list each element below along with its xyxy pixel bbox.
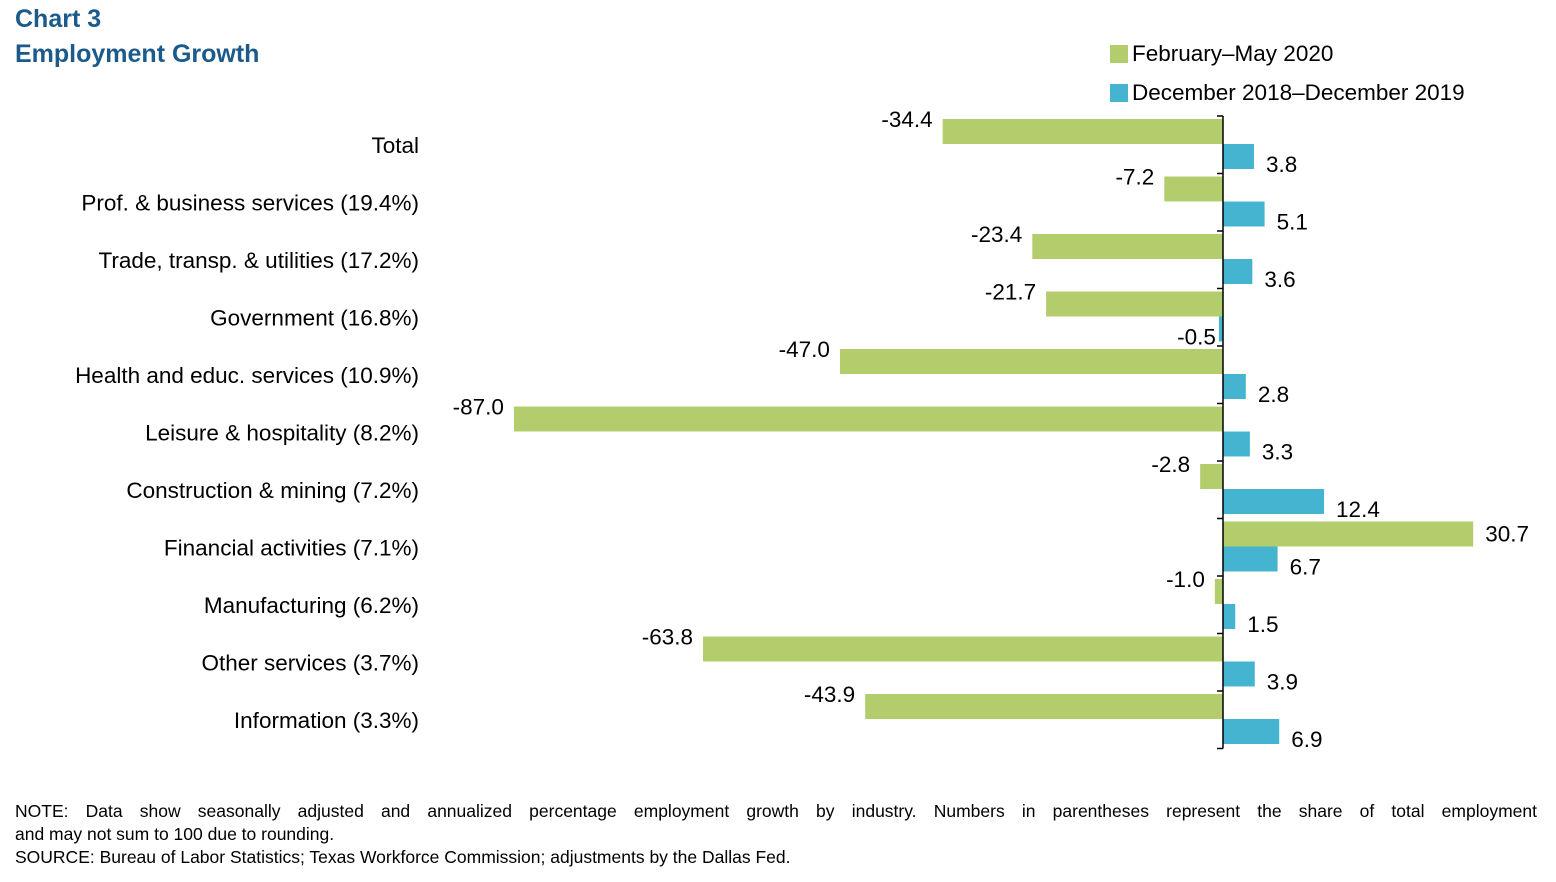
legend-item-dec2018-dec2019: December 2018–December 2019 [1110,73,1465,112]
bar-feb-may-2020-manufacturing-6-2 [1214,579,1223,604]
category-label-health-and-educ-services-10-9: Health and educ. services (10.9%) [75,363,419,388]
category-label-prof-business-services-19-4: Prof. & business services (19.4%) [81,190,419,215]
data-label-feb-may-2020-total: -34.4 [881,107,932,132]
bar-dec2018-dec2019-prof-business-services-19-4 [1223,201,1265,227]
bar-feb-may-2020-government-16-8 [1046,291,1223,317]
data-label-feb-may-2020-information-3-3: -43.9 [804,682,855,707]
data-label-dec2018-dec2019-trade-transp-utilities-17-2: 3.6 [1264,267,1295,292]
bar-dec2018-dec2019-total [1223,144,1254,169]
category-label-financial-activities-7-1: Financial activities (7.1%) [164,535,419,560]
category-label-leisure-hospitality-8-2: Leisure & hospitality (8.2%) [145,420,419,445]
bar-dec2018-dec2019-manufacturing-6-2 [1223,604,1236,629]
data-label-feb-may-2020-leisure-hospitality-8-2: -87.0 [453,395,504,420]
category-label-information-3-3: Information (3.3%) [234,708,419,733]
bar-feb-may-2020-trade-transp-utilities-17-2 [1032,234,1223,259]
chart-number: Chart 3 [15,5,102,33]
data-label-dec2018-dec2019-construction-mining-7-2: 12.4 [1336,497,1380,522]
bar-dec2018-dec2019-construction-mining-7-2 [1223,489,1325,514]
bar-chart: Total -34.4 3.8 Prof. & business services (… [75,107,1529,752]
data-label-dec2018-dec2019-prof-business-services-19-4: 5.1 [1277,210,1308,235]
chart-title: Chart 3 Employment Growth [15,2,259,72]
bar-feb-may-2020-prof-business-services-19-4 [1164,176,1223,202]
note-line-2: and may not sum to 100 due to rounding. [15,824,335,844]
data-label-feb-may-2020-prof-business-services-19-4: -7.2 [1116,165,1155,190]
bar-dec2018-dec2019-information-3-3 [1223,719,1280,744]
bar-dec2018-dec2019-financial-activities-7-1 [1223,546,1278,572]
data-label-feb-may-2020-construction-mining-7-2: -2.8 [1151,452,1190,477]
bar-dec2018-dec2019-health-and-educ-services-10-9 [1223,374,1246,399]
bar-feb-may-2020-construction-mining-7-2 [1200,464,1223,489]
data-label-dec2018-dec2019-other-services-3-7: 3.9 [1267,670,1298,695]
category-label-trade-transp-utilities-17-2: Trade, transp. & utilities (17.2%) [98,248,419,273]
data-label-dec2018-dec2019-government-16-8: -0.5 [1177,325,1216,350]
chart-notes: NOTE: Data show seasonally adjusted and … [15,800,1537,869]
data-label-feb-may-2020-government-16-8: -21.7 [985,280,1036,305]
legend-swatch-green [1110,44,1128,63]
data-label-dec2018-dec2019-information-3-3: 6.9 [1291,727,1322,752]
legend: February–May 2020 December 2018–December… [1110,34,1465,112]
data-label-feb-may-2020-financial-activities-7-1: 30.7 [1485,522,1529,547]
bar-feb-may-2020-financial-activities-7-1 [1223,521,1474,547]
note-line-1: NOTE: Data show seasonally adjusted and … [15,801,1537,821]
bar-feb-may-2020-other-services-3-7 [703,636,1223,662]
bar-dec2018-dec2019-leisure-hospitality-8-2 [1223,431,1250,457]
data-label-dec2018-dec2019-total: 3.8 [1266,152,1297,177]
data-label-feb-may-2020-manufacturing-6-2: -1.0 [1166,567,1205,592]
category-label-construction-mining-7-2: Construction & mining (7.2%) [126,478,419,503]
bar-dec2018-dec2019-trade-transp-utilities-17-2 [1223,259,1253,284]
bar-feb-may-2020-information-3-3 [865,694,1223,719]
category-label-government-16-8: Government (16.8%) [210,305,419,330]
legend-label-feb-may-2020: February–May 2020 [1132,40,1334,66]
data-label-dec2018-dec2019-manufacturing-6-2: 1.5 [1247,612,1278,637]
chart-heading: Employment Growth [15,40,260,68]
bar-feb-may-2020-leisure-hospitality-8-2 [513,406,1223,432]
source-line: SOURCE: Bureau of Labor Statistics; Texa… [15,847,791,867]
data-label-dec2018-dec2019-financial-activities-7-1: 6.7 [1290,555,1321,580]
bar-dec2018-dec2019-other-services-3-7 [1223,661,1255,687]
bar-feb-may-2020-total [942,119,1223,144]
data-label-dec2018-dec2019-health-and-educ-services-10-9: 2.8 [1258,382,1289,407]
data-label-feb-may-2020-trade-transp-utilities-17-2: -23.4 [971,222,1022,247]
bar-dec2018-dec2019-government-16-8 [1218,316,1223,342]
data-label-feb-may-2020-other-services-3-7: -63.8 [642,625,693,650]
data-label-dec2018-dec2019-leisure-hospitality-8-2: 3.3 [1262,440,1293,465]
legend-label-dec2018-dec2019: December 2018–December 2019 [1132,79,1465,105]
legend-item-feb-may-2020: February–May 2020 [1110,34,1465,73]
category-label-other-services-3-7: Other services (3.7%) [201,650,419,675]
category-label-total: Total [371,133,419,158]
data-label-feb-may-2020-health-and-educ-services-10-9: -47.0 [779,337,830,362]
category-label-manufacturing-6-2: Manufacturing (6.2%) [204,593,419,618]
legend-swatch-blue [1110,83,1128,102]
bar-feb-may-2020-health-and-educ-services-10-9 [839,349,1223,374]
